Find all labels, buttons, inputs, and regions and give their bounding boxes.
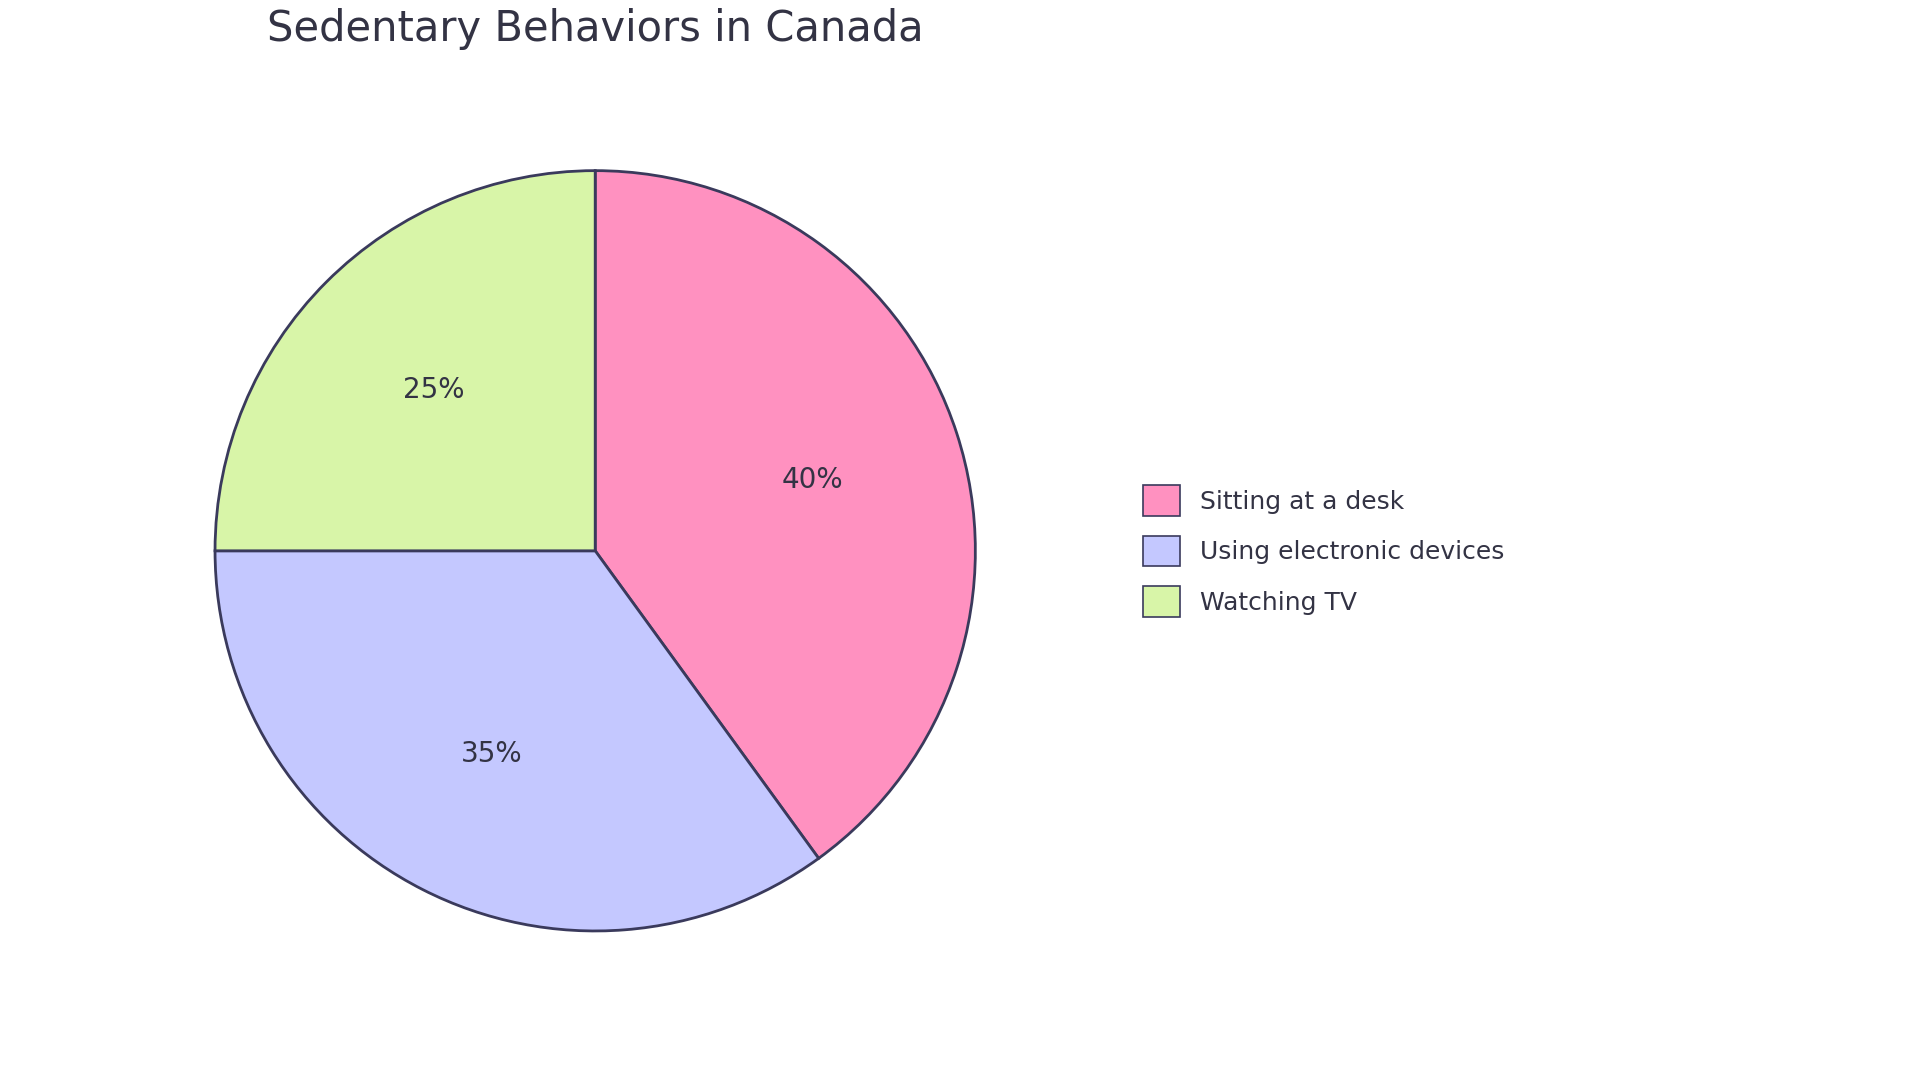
Text: 35%: 35%	[461, 740, 522, 768]
Text: 25%: 25%	[403, 376, 465, 404]
Wedge shape	[215, 551, 818, 931]
Wedge shape	[595, 171, 975, 859]
Wedge shape	[215, 171, 595, 551]
Text: 40%: 40%	[781, 467, 843, 495]
Title: Sedentary Behaviors in Canada: Sedentary Behaviors in Canada	[267, 8, 924, 50]
Legend: Sitting at a desk, Using electronic devices, Watching TV: Sitting at a desk, Using electronic devi…	[1131, 473, 1517, 629]
